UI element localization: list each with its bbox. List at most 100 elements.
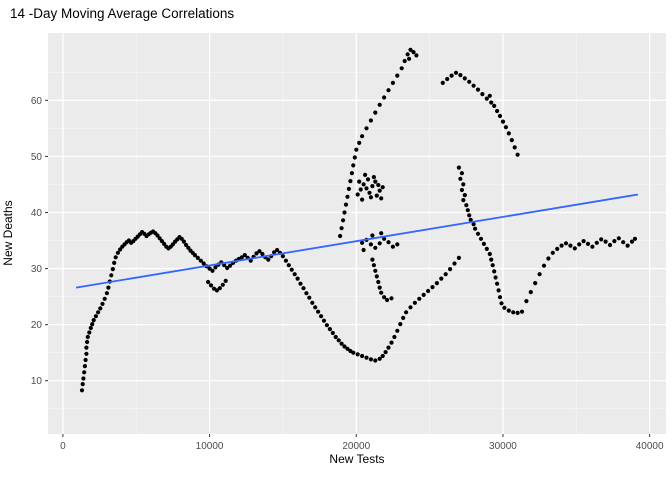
scatter-point: [572, 246, 577, 251]
scatter-point: [272, 250, 277, 255]
scatter-point: [468, 217, 473, 222]
scatter-point: [338, 233, 343, 239]
scatter-point: [449, 73, 454, 78]
scatter-point: [192, 253, 197, 258]
scatter-point: [487, 251, 492, 257]
scatter-point: [368, 357, 373, 362]
scatter-point: [377, 285, 382, 290]
scatter-point: [632, 236, 638, 241]
scatter-point: [495, 281, 500, 286]
scatter-point: [319, 314, 324, 319]
scatter-point: [379, 290, 384, 295]
scatter-point: [448, 267, 453, 272]
x-tick-label: 40000: [636, 441, 664, 452]
scatter-point: [462, 76, 467, 81]
scatter-point: [398, 322, 403, 327]
scatter-point: [357, 140, 362, 145]
scatter-point: [349, 171, 354, 176]
scatter-point: [412, 300, 417, 305]
scatter-point: [88, 325, 93, 331]
scatter-point: [368, 242, 373, 247]
scatter-point: [524, 299, 529, 304]
scatter-point: [83, 357, 88, 363]
scatter-point: [354, 147, 359, 152]
scatter-point: [511, 310, 516, 315]
scatter-point: [358, 187, 363, 192]
scatter-point: [434, 281, 439, 286]
x-tick-label: 0: [60, 441, 66, 452]
scatter-point: [594, 240, 599, 245]
scatter-point: [330, 330, 335, 336]
scatter-point: [616, 236, 621, 241]
scatter-point: [345, 194, 350, 199]
scatter-point: [480, 92, 485, 97]
scatter-point: [439, 276, 444, 281]
scatter-point: [612, 239, 617, 244]
scatter-point: [473, 226, 478, 231]
scatter-point: [625, 243, 630, 248]
scatter-point: [370, 184, 375, 189]
scatter-point: [339, 226, 344, 231]
scatter-point: [355, 192, 360, 197]
scatter-point: [484, 96, 489, 101]
scatter-point: [389, 340, 394, 345]
scatter-point: [242, 253, 247, 258]
scatter-point: [298, 281, 303, 286]
scatter-point: [487, 93, 492, 98]
scatter-point: [357, 179, 362, 184]
scatter-point: [217, 286, 222, 291]
scatter-point: [210, 268, 215, 273]
scatter-point: [257, 249, 262, 254]
scatter-point: [452, 261, 457, 266]
scatter-point: [220, 282, 225, 287]
scatter-point: [228, 263, 233, 268]
scatter-point: [500, 119, 506, 124]
scatter-point: [490, 263, 495, 268]
scatter-point: [239, 255, 244, 260]
x-axis-title: New Tests: [329, 452, 385, 466]
scatter-point: [348, 179, 353, 184]
scatter-point: [201, 261, 206, 266]
scatter-point: [377, 356, 382, 361]
scatter-point: [106, 285, 111, 290]
scatter-point: [621, 240, 626, 245]
scatter-point: [497, 113, 503, 119]
scatter-point: [181, 239, 186, 244]
scatter-point: [462, 193, 467, 198]
scatter-point: [467, 79, 472, 84]
scatter-point: [453, 70, 459, 75]
scatter-point: [373, 245, 378, 250]
scatter-point: [360, 134, 365, 139]
scatter-point: [515, 310, 520, 315]
scatter-point: [492, 269, 497, 274]
scatter-point: [104, 291, 109, 296]
scatter-point: [503, 125, 508, 130]
scatter-point: [459, 171, 464, 176]
x-tick-label: 10000: [196, 441, 224, 452]
scatter-point: [324, 323, 329, 328]
y-tick-label: 60: [31, 96, 43, 107]
scatter-point: [506, 308, 511, 313]
scatter-point: [512, 145, 517, 150]
scatter-point: [585, 241, 591, 246]
scatter-point: [550, 250, 555, 255]
scatter-point: [458, 176, 463, 181]
scatter-point: [392, 334, 397, 340]
scatter-point: [364, 355, 369, 360]
scatter-point: [502, 305, 507, 310]
scatter-point: [497, 295, 503, 300]
scatter-point: [370, 233, 375, 238]
scatter-point: [214, 288, 219, 293]
scatter-point: [84, 351, 89, 356]
scatter-point: [371, 263, 376, 268]
scatter-point: [407, 56, 412, 61]
scatter-point: [351, 350, 356, 355]
scatter-point: [402, 58, 407, 64]
scatter-point: [280, 254, 285, 259]
scatter-point: [489, 100, 494, 105]
scatter-point: [376, 182, 381, 188]
scatter-point: [115, 250, 120, 255]
scatter-point: [254, 251, 259, 256]
scatter-point: [541, 263, 547, 268]
